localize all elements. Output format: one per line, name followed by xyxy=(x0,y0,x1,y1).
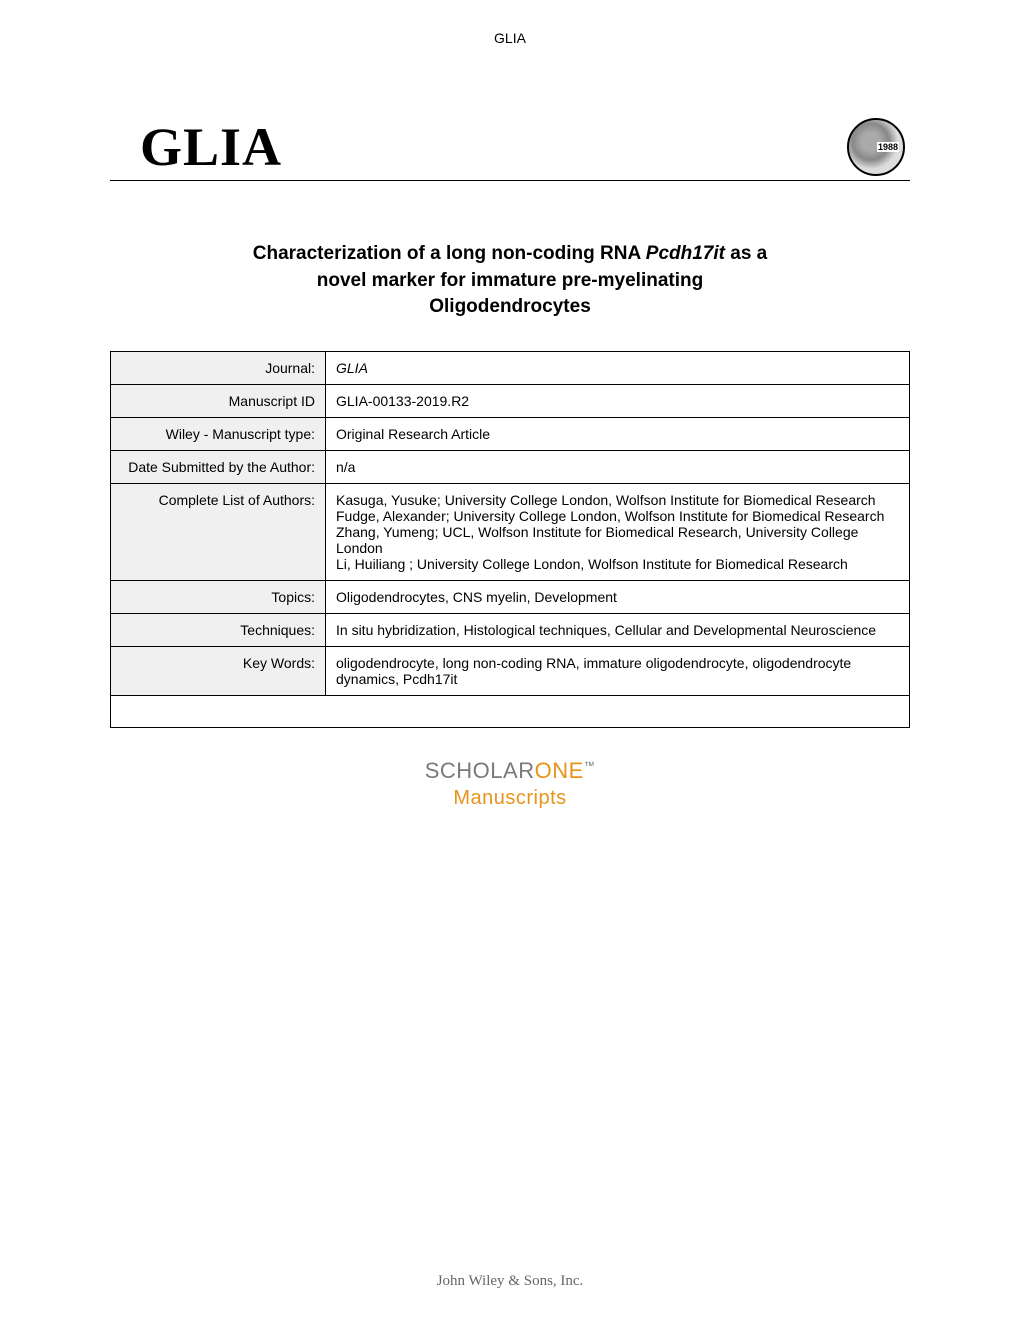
table-row: Manuscript IDGLIA-00133-2019.R2 xyxy=(111,384,910,417)
table-row-value: oligodendrocyte, long non-coding RNA, im… xyxy=(326,646,910,695)
table-row: Journal:GLIA xyxy=(111,351,910,384)
table-row-label: Wiley - Manuscript type: xyxy=(111,417,326,450)
table-row-value: Original Research Article xyxy=(326,417,910,450)
trademark-symbol: ™ xyxy=(584,760,596,772)
table-empty-row xyxy=(111,695,910,727)
table-row: Key Words:oligodendrocyte, long non-codi… xyxy=(111,646,910,695)
title-line3: Oligodendrocytes xyxy=(429,296,591,317)
table-row-value: Kasuga, Yusuke; University College Londo… xyxy=(326,483,910,580)
table-row: Topics:Oligodendrocytes, CNS myelin, Dev… xyxy=(111,580,910,613)
table-row: Complete List of Authors:Kasuga, Yusuke;… xyxy=(111,483,910,580)
manuscript-title: Characterization of a long non-coding RN… xyxy=(140,241,880,321)
table-row-value: n/a xyxy=(326,450,910,483)
journal-logo-icon xyxy=(847,118,905,176)
page-header-journal: GLIA xyxy=(0,0,1020,46)
table-row-label: Complete List of Authors: xyxy=(111,483,326,580)
table-row-value: Oligodendrocytes, CNS myelin, Developmen… xyxy=(326,580,910,613)
table-row-label: Date Submitted by the Author: xyxy=(111,450,326,483)
table-row-label: Key Words: xyxy=(111,646,326,695)
table-row: Wiley - Manuscript type:Original Researc… xyxy=(111,417,910,450)
table-row-value: In situ hybridization, Histological tech… xyxy=(326,613,910,646)
brand-dark-text: SCHOLAR xyxy=(425,758,535,783)
table-row: Techniques:In situ hybridization, Histol… xyxy=(111,613,910,646)
table-row-label: Techniques: xyxy=(111,613,326,646)
journal-logo-text: GLIA xyxy=(110,116,282,178)
scholarone-branding: SCHOLARONE™ Manuscripts xyxy=(0,758,1020,811)
table-row-label: Manuscript ID xyxy=(111,384,326,417)
manuscripts-text: Manuscripts xyxy=(453,787,566,809)
table-row: Date Submitted by the Author:n/a xyxy=(111,450,910,483)
title-line1-prefix: Characterization of a long non-coding RN… xyxy=(253,243,646,264)
table-row-label: Topics: xyxy=(111,580,326,613)
table-row-value: GLIA-00133-2019.R2 xyxy=(326,384,910,417)
table-row-value: GLIA xyxy=(326,351,910,384)
journal-banner: GLIA xyxy=(110,116,910,181)
brand-light-text: ONE xyxy=(535,758,584,783)
table-row-label: Journal: xyxy=(111,351,326,384)
title-line1-suffix: as a xyxy=(725,243,767,264)
title-line2: novel marker for immature pre-myelinatin… xyxy=(317,270,703,291)
page-footer: John Wiley & Sons, Inc. xyxy=(0,1273,1020,1290)
title-line1-italic: Pcdh17it xyxy=(646,243,725,264)
metadata-table: Journal:GLIAManuscript IDGLIA-00133-2019… xyxy=(110,351,910,728)
